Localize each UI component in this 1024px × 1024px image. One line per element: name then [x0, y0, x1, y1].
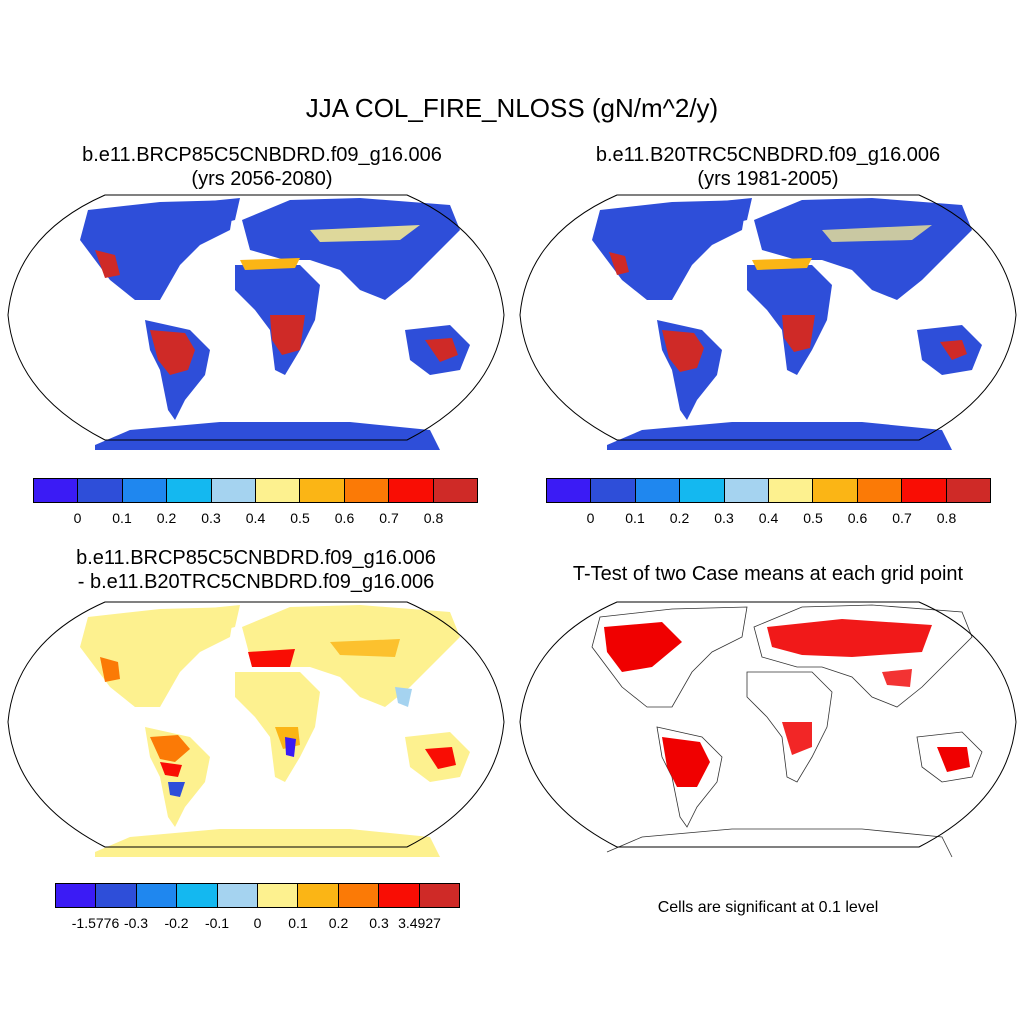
colorbar-tick-label: 0.4	[245, 510, 266, 526]
colorbar-tick-label: 0.2	[669, 510, 690, 526]
colorbar-swatch	[136, 884, 178, 907]
colorbar-swatch	[635, 479, 681, 502]
colorbar-tick-label: 0.8	[423, 510, 444, 526]
colorbar-swatch	[680, 479, 725, 502]
colorbar-tick-label: 0.7	[379, 510, 399, 526]
colorbar-tick-label: 0.2	[156, 510, 177, 526]
panel-2-case-name: b.e11.B20TRC5CNBDRD.f09_g16.006	[595, 144, 941, 166]
map-panel-1	[7, 194, 505, 450]
colorbar-swatch	[344, 479, 390, 502]
map-2-border	[519, 194, 1017, 441]
map-1-border	[7, 194, 505, 441]
colorbar-tick-label: 0.6	[847, 510, 868, 526]
panel-1-title: b.e11.BRCP85C5CNBDRD.f09_g16.006 (yrs 20…	[12, 143, 512, 191]
panel-3-minus-case: - b.e11.B20TRC5CNBDRD.f09_g16.006	[77, 571, 435, 593]
colorbar-swatch	[946, 479, 991, 502]
colorbar-swatch	[389, 479, 434, 502]
colorbar-swatch	[177, 884, 218, 907]
panel-3-title: b.e11.BRCP85C5CNBDRD.f09_g16.006 - b.e11…	[0, 546, 512, 594]
colorbar-tick-label: 0.5	[290, 510, 310, 526]
colorbar-tick-label: 0.4	[758, 510, 779, 526]
colorbar-swatch	[211, 479, 257, 502]
colorbar-swatch	[547, 479, 592, 502]
colorbar-tick-label: 0.3	[201, 510, 221, 526]
colorbar-swatch	[433, 479, 478, 502]
significance-note: Cells are significant at 0.1 level	[657, 899, 879, 916]
panel-2-title: b.e11.B20TRC5CNBDRD.f09_g16.006 (yrs 198…	[518, 143, 1018, 191]
colorbar-tick-label: -1.5776	[71, 915, 120, 931]
map-3-land	[80, 605, 470, 857]
panel-1-years: (yrs 2056-2080)	[191, 168, 333, 190]
colorbar-tick-label: 0	[73, 510, 82, 526]
colorbar-swatch	[300, 479, 345, 502]
colorbar-swatch	[724, 479, 770, 502]
map-4-significant-cells	[604, 619, 970, 787]
colorbar-swatch	[256, 479, 301, 502]
colorbar-tick-label: 0.1	[625, 510, 645, 526]
colorbar-swatch	[258, 884, 299, 907]
colorbar-swatch	[902, 479, 947, 502]
colorbar-tick-label: 0.2	[328, 915, 349, 931]
colorbar-tick-label: 0	[586, 510, 595, 526]
map-2-land	[592, 198, 982, 450]
panel-3-case-name: b.e11.BRCP85C5CNBDRD.f09_g16.006	[76, 547, 436, 569]
colorbar-tick-label: 0.1	[288, 915, 308, 931]
map-panel-3	[7, 601, 505, 857]
map-4-border	[519, 601, 1017, 848]
colorbar-swatch	[857, 479, 903, 502]
colorbar-swatch	[813, 479, 858, 502]
colorbar-tick-label: 0.7	[892, 510, 912, 526]
colorbar-swatch	[122, 479, 168, 502]
map-2-fire-hotspots	[609, 225, 967, 372]
colorbar-panel-3	[55, 883, 460, 908]
colorbar-tick-label: 0.3	[369, 915, 389, 931]
colorbar-tick-label: 0.1	[112, 510, 132, 526]
colorbar-tick-label: 0	[253, 915, 262, 931]
map-3-border	[7, 601, 505, 848]
main-title: JJA COL_FIRE_NLOSS (gN/m^2/y)	[305, 93, 719, 123]
colorbar-swatch	[34, 479, 79, 502]
colorbar-swatch	[56, 884, 97, 907]
map-1-fire-hotspots	[95, 225, 458, 375]
colorbar-swatch	[167, 479, 212, 502]
colorbar-tick-label: 3.4927	[398, 915, 441, 931]
panel-4-title: T-Test of two Case means at each grid po…	[512, 562, 1024, 586]
map-3-change-hotspots	[100, 639, 456, 797]
colorbar-swatch	[419, 884, 460, 907]
colorbar-swatch	[298, 884, 339, 907]
colorbar-swatch	[217, 884, 259, 907]
colorbar-tick-label: 0.3	[714, 510, 734, 526]
colorbar-tick-label: 0.8	[936, 510, 957, 526]
panel-2-years: (yrs 1981-2005)	[697, 168, 839, 190]
map-panel-2	[519, 194, 1017, 450]
panel-1-case-name: b.e11.BRCP85C5CNBDRD.f09_g16.006	[82, 144, 442, 166]
colorbar-swatch	[78, 479, 123, 502]
colorbar-swatch	[96, 884, 137, 907]
map-panel-4	[519, 601, 1017, 858]
colorbar-swatch	[338, 884, 380, 907]
colorbar-panel-1	[33, 478, 478, 503]
colorbar-tick-label: 0.5	[803, 510, 823, 526]
colorbar-swatch	[591, 479, 636, 502]
colorbar-swatch	[769, 479, 814, 502]
colorbar-tick-label: -0.2	[164, 915, 189, 931]
colorbar-tick-label: -0.3	[123, 915, 149, 931]
colorbar-swatch	[379, 884, 420, 907]
colorbar-tick-label: -0.1	[204, 915, 230, 931]
colorbar-tick-label: 0.6	[334, 510, 355, 526]
colorbar-panel-2	[546, 478, 991, 503]
panel-4-ttest-title: T-Test of two Case means at each grid po…	[572, 563, 964, 585]
